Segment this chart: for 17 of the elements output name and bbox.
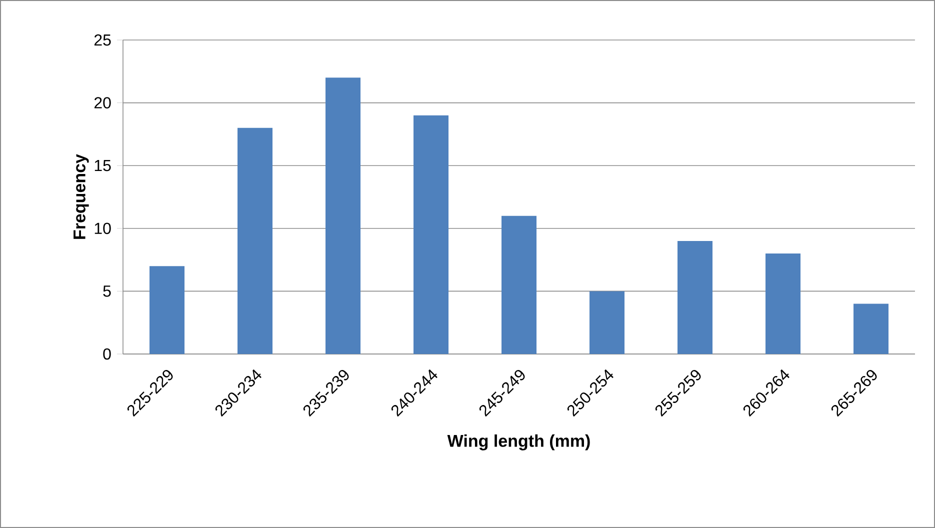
y-tick-label: 20 (94, 97, 111, 108)
y-tick-label: 10 (94, 222, 111, 234)
bar (854, 304, 888, 354)
bar (238, 128, 272, 354)
bar (589, 291, 624, 354)
bar (150, 266, 184, 354)
bar (326, 78, 360, 354)
y-tick-label: 0 (103, 348, 111, 360)
y-tick-label: 5 (103, 286, 111, 297)
y-axis-title: Frequency (74, 154, 89, 239)
bar (677, 240, 712, 354)
bar (414, 115, 448, 354)
y-tick-label: 15 (94, 160, 111, 172)
bar (502, 216, 536, 354)
bar (765, 254, 800, 354)
y-tick-label: 25 (94, 34, 111, 46)
x-axis-title: Wing length (mm) (447, 434, 590, 450)
